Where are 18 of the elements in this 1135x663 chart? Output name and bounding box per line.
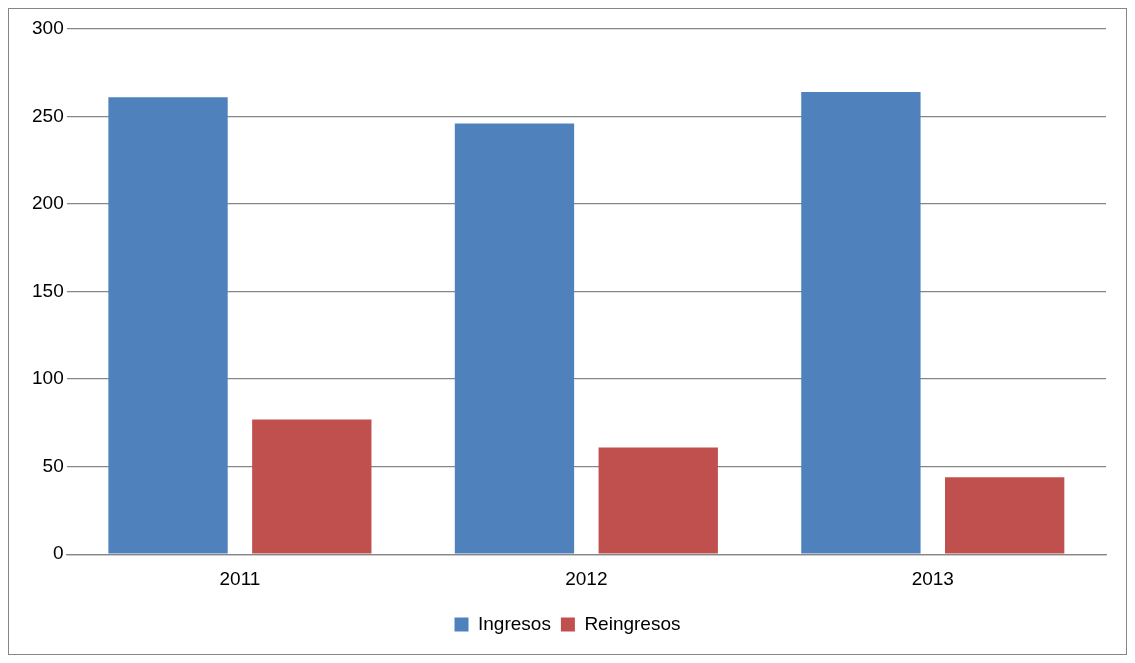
y-tick-label: 50 [42,454,64,476]
x-tick-label: 2011 [219,567,261,589]
bar [252,419,372,554]
bar [945,477,1065,554]
bar [598,447,718,554]
legend-label: Ingresos [478,612,551,634]
y-tick-label: 150 [32,279,64,301]
y-tick-label: 0 [53,542,64,564]
y-tick-label: 200 [32,192,64,214]
bar [801,92,921,554]
y-tick-label: 250 [32,104,64,126]
y-tick-label: 300 [32,17,64,39]
bar [454,123,575,554]
x-tick-label: 2012 [565,567,608,589]
legend-label: Reingresos [584,612,681,634]
y-tick-label: 100 [32,367,64,389]
x-tick-label: 2013 [911,567,954,589]
bar [108,97,228,554]
